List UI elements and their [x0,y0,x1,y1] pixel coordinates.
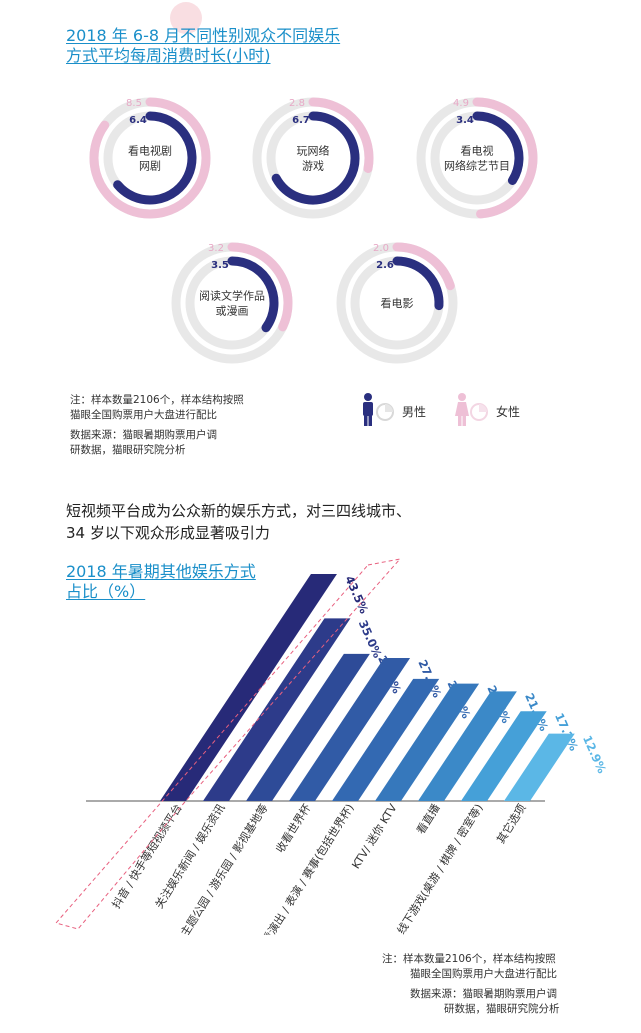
bar-8 [461,711,547,801]
donut-label: 网络综艺节目 [444,159,510,173]
legend-female-label: 女性 [496,405,521,419]
bar-category-label: 其它选项 [493,801,528,846]
section1-title: 2018 年 6-8 月不同性别观众不同娱乐 方式平均每周消费时长(小时) [66,26,341,65]
male-person-icon [363,393,394,426]
section2-headline: 短视频平台成为公众新的娱乐方式，对三四线城市、 34 岁以下观众形成显著吸引力 [66,502,412,542]
donut-male-arc [472,111,524,186]
bar-9 [504,733,575,801]
bar-category-label: KTV/ 迷你 KTV [349,801,399,871]
donut-female-arc [392,242,455,291]
watermark-logo [170,2,202,34]
bar-6 [375,683,480,801]
bar-3 [246,653,370,801]
donut-label: 阅读文学作品 [199,289,265,303]
bar-category-label: 主题公园 / 游乐园 / 影视基地等 [177,801,270,935]
bar-value-label: 12.9% [580,733,609,776]
donut-female-value: 4.9 [453,98,469,109]
section1-source: 数据来源：猫眼暑期购票用户调 研数据，猫眼研究院分析 [70,429,217,456]
section1-note: 注：样本数量2106个，样本结构按照 猫眼全国购票用户大盘进行配比 [70,394,244,421]
donut-label: 游戏 [302,160,324,173]
legend-male: 男性 [358,392,438,428]
bar-7 [418,691,517,801]
highlight-dashed-outline [55,558,401,930]
donut-male-arc [227,256,279,333]
legend-male-label: 男性 [402,405,427,419]
donut-male-value: 3.5 [211,260,229,271]
donut-female-arc [89,97,211,219]
legend-female: 女性 [452,392,532,428]
donut-female-arc [227,242,293,332]
donut-label: 网剧 [139,160,161,173]
donut-female-arc [308,97,374,173]
bar-category-label: 看直播 [413,801,442,836]
bar-1 [160,574,337,801]
bar-2 [203,618,351,801]
donut-female-value: 2.8 [289,98,305,109]
section2-title: 2018 年暑期其他娱乐方式 占比（%） [66,562,256,601]
donut-female-value: 8.5 [126,98,142,109]
donut-female-arc [472,97,538,219]
donut-male-arc [392,256,444,311]
donut-male-arc [271,111,360,205]
donut-5: 2.0 2.6 看电影 [336,242,458,364]
donut-male-value: 6.4 [129,115,147,126]
donut-label: 或漫画 [216,304,249,318]
donut-female-value: 2.0 [373,243,389,254]
donut-label: 看电影 [381,296,414,310]
donut-label: 看电视 [461,144,494,158]
donut-male-arc [113,111,197,205]
section2-note: 注：样本数量2106个，样本结构按照 猫眼全国购票用户大盘进行配比 [382,953,557,980]
donut-label: 看电视剧 [128,144,172,158]
bar-category-label: 线下游戏(桌游 / 棋牌 / 密室等) [394,801,486,935]
donut-male-value: 6.7 [292,115,310,126]
section2-source: 数据来源：猫眼暑期购票用户调 研数据，猫眼研究院分析 [410,988,560,1015]
female-person-icon [455,393,488,426]
donut-label: 玩网络 [297,144,330,158]
donut-male-value: 3.4 [456,115,474,126]
donut-male-value: 2.6 [376,260,394,271]
bar-value-label: 43.5% [342,574,371,617]
donut-female-value: 3.2 [208,243,224,254]
bar-category-label: 收看世界杯 [273,801,314,855]
bar-5 [332,678,440,801]
bar-4 [289,658,411,801]
